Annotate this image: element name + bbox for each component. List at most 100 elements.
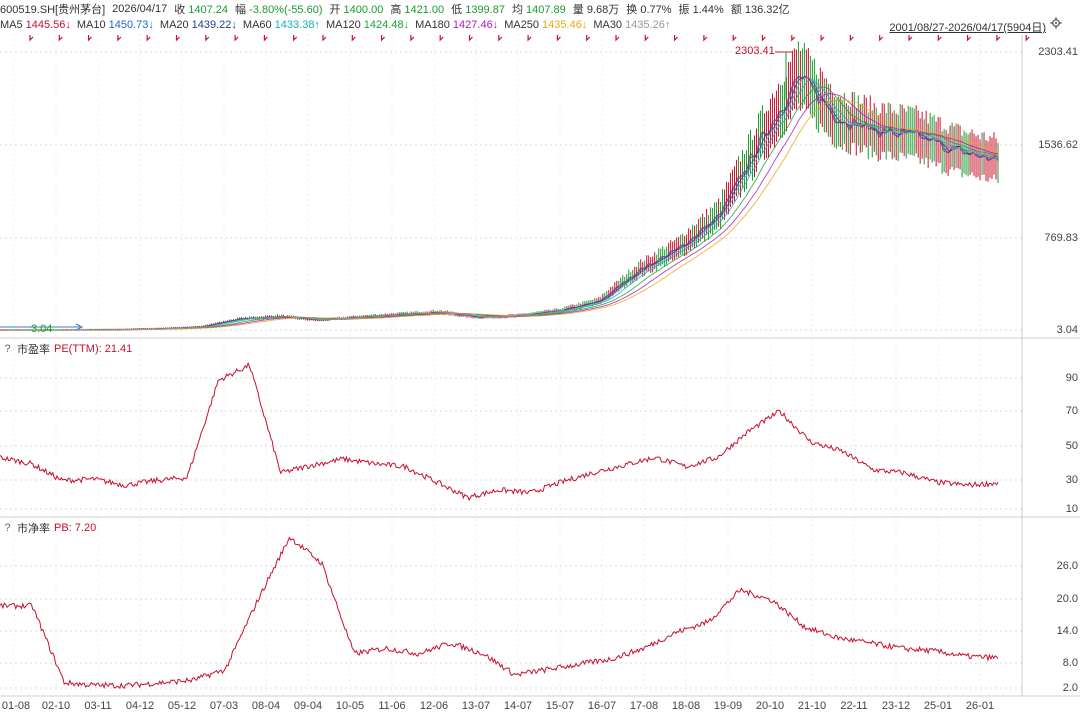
x-tick-label: 23-12 [881,700,911,712]
event-marker [88,35,93,42]
ma-label: MA60 [242,18,272,31]
date-range-label[interactable]: 2001/08/27-2026/04/17(5904日) [889,22,1046,34]
event-marker [615,35,620,42]
close-field: 收 1407.24 [174,3,229,16]
x-tick-label: 04-12 [125,700,155,712]
event-marker [234,35,239,42]
event-marker [820,35,825,42]
pb-y-tick: 14.0 [1056,625,1078,637]
x-tick-label: 17-08 [629,700,659,712]
event-marker [586,35,591,42]
ma-value: 1445.56↓ [25,18,71,31]
date-label: 2026/04/17 [112,2,168,15]
ma-line [0,99,999,331]
ma-label: MA20 [159,18,189,31]
pb-panel-name: 市净率 [17,523,50,535]
ma-legend-item: MA250 1435.46↓ [504,19,587,31]
ma-value: 1439.22↓ [191,18,237,31]
x-tick-label: 05-12 [167,700,197,712]
max-price-marker: 2303.41 [735,45,775,57]
ma-legend-item: MA10 1450.73↓ [77,19,154,31]
x-tick-label: 19-09 [713,700,743,712]
event-marker [117,35,122,42]
x-tick-label: 26-01 [965,700,995,712]
pb-y-tick: 8.0 [1062,657,1078,669]
ma-line [0,77,999,331]
pb-line [0,536,999,690]
main-y-tick: 2303.41 [1038,46,1078,58]
ma-label: MA180 [415,18,450,31]
event-marker [175,35,180,42]
x-tick-label: 12-06 [419,700,449,712]
avg-field: 均 1407.89 [511,3,566,16]
ma-legend-item: MA30 1435.26↑ [593,19,670,31]
ma-value: 1450.73↓ [108,18,154,31]
open-field: 开 1400.00 [329,3,384,16]
event-marker [908,35,913,42]
event-marker [410,35,415,42]
high-field: 高 1421.00 [390,3,445,16]
x-tick-label: 20-10 [755,700,785,712]
event-marker [703,35,708,42]
help-icon[interactable]: ? [4,522,11,534]
x-tick-label: 21-10 [797,700,827,712]
event-marker [527,35,532,42]
event-marker [937,35,942,42]
help-icon[interactable]: ? [4,343,11,355]
ma-value: 1433.38↑ [274,18,320,31]
ma-label: MA30 [593,18,623,31]
pb-panel-title: ? 市净率 PB: 7.20 [2,520,96,536]
x-tick-label: 09-04 [293,700,323,712]
ma-legend: MA5 1445.56↓ MA10 1450.73↓ MA20 1439.22↓ MA60 1… [0,17,676,32]
event-marker [381,35,386,42]
main-y-tick: 3.04 [1056,324,1078,336]
pe-y-tick: 10 [1065,503,1078,515]
pe-y-tick: 30 [1065,474,1078,486]
event-marker [849,35,854,42]
ma-label: MA250 [504,18,540,31]
low-field: 低 1399.87 [451,3,505,16]
main-y-tick: 769.83 [1044,232,1078,244]
x-tick-label: 07-03 [209,700,239,712]
event-marker [644,35,649,42]
pe-y-tick: 90 [1065,372,1078,384]
pb-y-tick: 2.0 [1062,682,1078,694]
pe-panel-name: 市盈率 [17,344,50,356]
x-tick-label: 01-08 [1,700,31,712]
event-marker [468,35,473,42]
event-marker [732,35,737,42]
event-marker [351,35,356,42]
amount-field: 额 136.32亿 [730,3,790,16]
event-marker [146,35,151,42]
pb-y-tick: 20.0 [1056,593,1078,605]
event-marker [761,35,766,42]
ma-label: MA5 [0,18,23,31]
volume-field: 量 9.68万 [572,3,620,16]
gear-icon[interactable] [1050,17,1062,29]
ma-legend-item: MA180 1427.46↓ [415,19,498,31]
symbol-label[interactable]: 600519.SH[贵州茅台] [0,3,106,16]
x-tick-label: 16-07 [587,700,617,712]
x-tick-label: 15-07 [545,700,575,712]
x-tick-label: 02-10 [41,700,71,712]
event-marker [967,35,972,42]
x-tick-label: 03-11 [84,700,112,712]
event-marker [58,35,63,42]
event-marker [29,35,34,42]
event-marker [674,35,679,42]
turnover-field: 换 0.77% [626,3,672,16]
ma-value: 1435.46↓ [542,18,588,31]
ma-legend-item: MA60 1433.38↑ [243,19,320,31]
x-tick-label: 10-05 [335,700,365,712]
ma-legend-item: MA5 1445.56↓ [0,19,71,31]
event-marker [879,35,884,42]
event-marker [322,35,327,42]
ma-value: 1435.26↑ [625,18,671,31]
event-marker [439,35,444,42]
ma-value: 1424.48↓ [363,18,410,31]
x-tick-label: 14-07 [503,700,533,712]
event-marker [293,35,298,42]
pe-y-tick: 70 [1065,405,1078,417]
pe-panel-title: ? 市盈率 PE(TTM): 21.41 [2,341,132,357]
